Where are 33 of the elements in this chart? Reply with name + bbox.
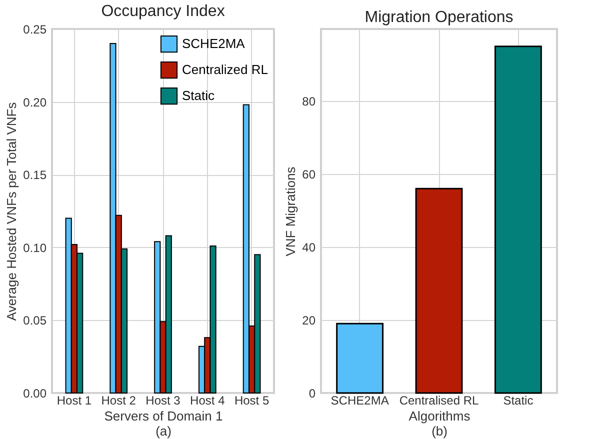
x-tick-label: Host 2 xyxy=(101,394,136,408)
x-tick-label: Host 5 xyxy=(234,394,270,408)
text: (a) xyxy=(156,424,172,438)
bar xyxy=(415,188,463,394)
y-tick-label: 60 xyxy=(302,168,316,182)
chart-title: Occupancy Index xyxy=(101,3,225,20)
legend-label: Static xyxy=(182,88,216,103)
y-tick-label: 40 xyxy=(302,240,316,255)
x-tick-label: Static xyxy=(503,394,534,408)
x-tick-label: Host 1 xyxy=(56,394,92,408)
bar xyxy=(336,322,384,394)
chart-title: Migration Operations xyxy=(364,9,514,26)
legend-label: SCHE2MA xyxy=(182,36,246,51)
y-tick-label: 0.20 xyxy=(23,95,47,110)
x-axis-title: Servers of Domain 1 xyxy=(104,408,223,424)
y-axis-title: Average Hosted VNFs per Total VNFs xyxy=(4,102,20,321)
y-tick-label: 80 xyxy=(302,94,316,109)
y-tick-label: 0.25 xyxy=(23,22,47,36)
x-tick-label: SCHE2MA xyxy=(330,394,389,408)
bar xyxy=(494,46,542,394)
x-tick-label: Host 3 xyxy=(146,394,181,408)
y-tick-label: 0 xyxy=(308,386,316,400)
x-tick-label: Host 4 xyxy=(190,394,226,408)
y-tick-label: 0.15 xyxy=(23,168,47,182)
legend-label: Centralized RL xyxy=(182,62,268,77)
y-tick-label: 20 xyxy=(302,314,316,328)
y-axis-title: VNF Migrations xyxy=(283,166,298,256)
x-axis-title: Algorithms xyxy=(408,408,471,424)
y-tick-label: 0.10 xyxy=(23,240,47,255)
y-tick-label: 0.00 xyxy=(23,386,47,400)
text: (b) xyxy=(432,424,448,438)
x-tick-label: Centralised RL xyxy=(399,394,480,408)
y-tick-label: 0.05 xyxy=(23,314,47,328)
